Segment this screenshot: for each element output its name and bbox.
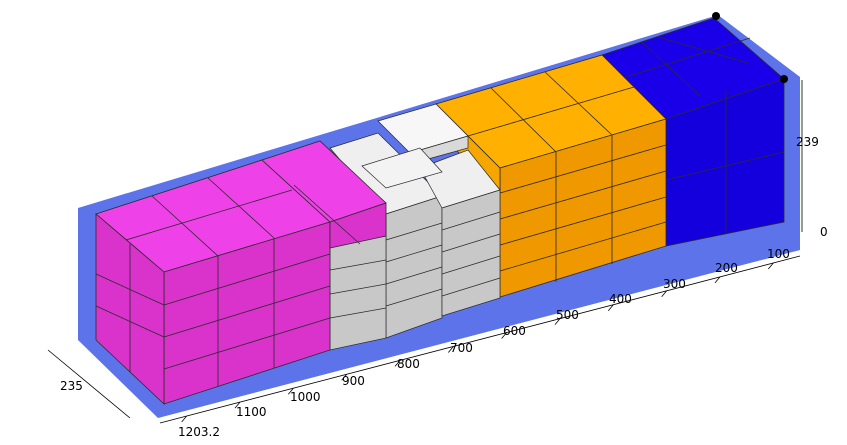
cargo-block-blue — [601, 17, 785, 247]
axis-length — [47, 80, 803, 424]
length-tick-mark — [181, 415, 187, 423]
length-tick-label-900: 900 — [342, 374, 365, 388]
length-tick-mark — [608, 304, 614, 311]
length-tick-mark — [394, 360, 401, 367]
corner-marker-right — [780, 75, 788, 83]
width-tick-label: 235 — [60, 379, 83, 393]
length-tick-mark — [501, 332, 507, 339]
length-tick-label-500: 500 — [556, 308, 579, 322]
length-tick-label-600: 600 — [503, 324, 526, 338]
cargo-block-magenta — [95, 140, 387, 405]
length-tick-label-100: 100 — [767, 247, 790, 261]
length-tick-mark — [448, 346, 454, 353]
length-tick-mark — [714, 276, 721, 284]
height-tick-label-239: 239 — [796, 135, 819, 149]
corner-marker-top — [712, 12, 720, 20]
height-tick-label-0: 0 — [820, 225, 828, 239]
length-tick-label-300: 300 — [663, 277, 686, 291]
length-tick-label-1203.2: 1203.2 — [178, 425, 220, 439]
length-tick-mark — [288, 387, 294, 395]
length-tick-label-200: 200 — [715, 261, 738, 275]
length-tick-label-700: 700 — [450, 341, 473, 355]
length-tick-label-1000: 1000 — [290, 390, 321, 404]
length-tick-mark — [661, 290, 667, 298]
length-tick-label-800: 800 — [397, 357, 420, 371]
length-tick-mark — [554, 318, 561, 325]
length-tick-label-1100: 1100 — [236, 405, 267, 419]
magenta-step — [329, 202, 387, 249]
axis-length-ticks — [181, 262, 774, 423]
length-tick-mark — [341, 374, 347, 381]
cargo-block-white — [329, 103, 501, 351]
length-tick-label-400: 400 — [609, 292, 632, 306]
length-tick-mark — [234, 401, 241, 409]
length-tick-mark — [768, 262, 774, 270]
